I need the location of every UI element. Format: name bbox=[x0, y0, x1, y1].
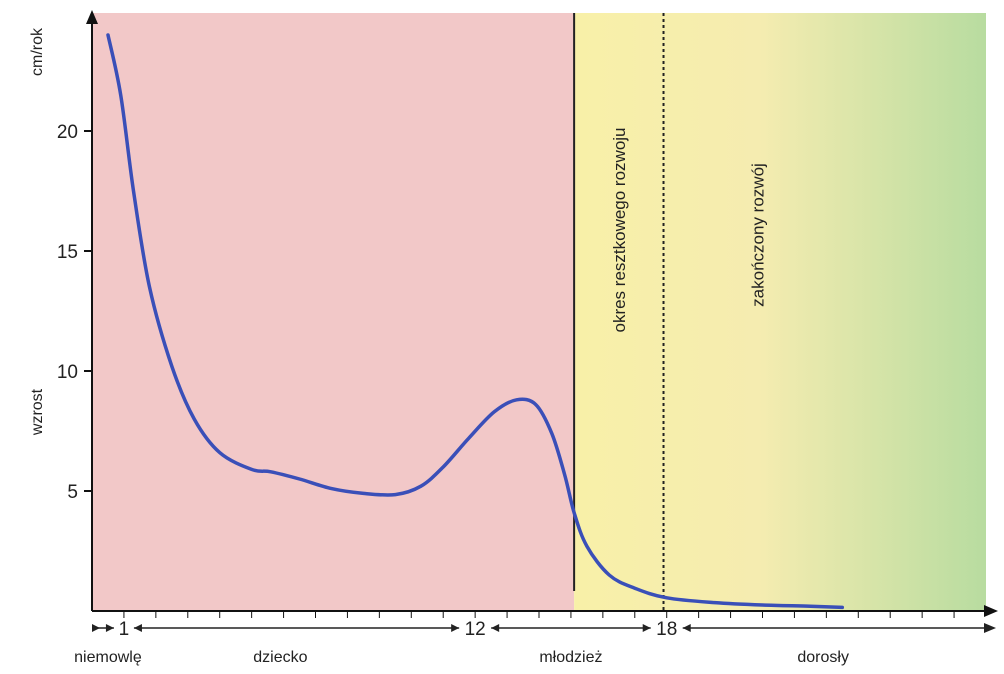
growth-velocity-line bbox=[106, 33, 845, 610]
y-unit-label: cm/rok bbox=[29, 27, 46, 76]
age-mark-arrow-left bbox=[491, 624, 500, 632]
phase-label: niemowlę bbox=[74, 649, 142, 666]
age-mark-label: 18 bbox=[656, 619, 677, 640]
y-tick-label: 5 bbox=[67, 482, 78, 503]
phase-label: młodzież bbox=[539, 649, 602, 666]
y-axis-label: wzrost bbox=[29, 388, 46, 436]
age-mark-background bbox=[459, 620, 492, 638]
age-mark-label: 1 bbox=[119, 619, 130, 640]
age-bracket-arrow bbox=[984, 623, 996, 633]
age-marks: 1 12 18 bbox=[92, 619, 691, 640]
residual-development-label: okres resztkowego rozwoju bbox=[610, 127, 629, 332]
age-mark-arrow-right bbox=[451, 624, 460, 632]
phase-labels: niemowlę dziecko młodzież dorosły bbox=[74, 649, 849, 666]
growth-region bbox=[92, 13, 575, 611]
age-mark-background bbox=[113, 620, 134, 638]
age-mark-arrow-right bbox=[105, 624, 114, 632]
y-tick-label: 20 bbox=[57, 122, 78, 143]
y-ticks: 5 10 15 20 bbox=[57, 122, 92, 503]
y-tick-label: 15 bbox=[57, 242, 78, 263]
age-mark-arrow-right bbox=[642, 624, 651, 632]
residual-region bbox=[574, 13, 986, 611]
y-axis bbox=[86, 10, 98, 611]
age-bracket-start-arrow bbox=[92, 624, 100, 632]
phase-label: dorosły bbox=[797, 649, 849, 666]
age-mark-background bbox=[650, 620, 683, 638]
completed-development-label: zakończony rozwój bbox=[749, 163, 768, 307]
age-mark-arrow-left bbox=[682, 624, 691, 632]
y-tick-label: 10 bbox=[57, 362, 78, 383]
x-minor-ticks bbox=[123, 611, 955, 618]
age-mark-label: 12 bbox=[465, 619, 486, 640]
age-mark-arrow-left bbox=[133, 624, 142, 632]
phase-label: dziecko bbox=[253, 649, 307, 666]
